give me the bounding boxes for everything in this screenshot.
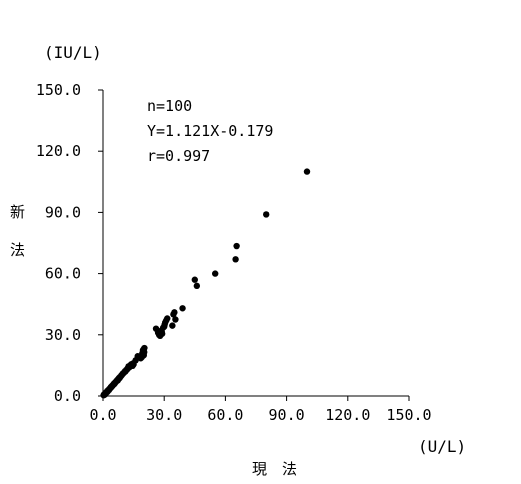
data-point	[232, 256, 239, 263]
x-axis-title: 現 法	[252, 460, 297, 478]
y-axis-title-char-2: 法	[10, 241, 25, 259]
x-tick-label: 90.0	[269, 406, 305, 424]
y-tick-label: 120.0	[36, 142, 81, 160]
data-point	[129, 360, 137, 367]
data-point	[158, 328, 165, 335]
data-point	[172, 316, 179, 323]
x-tick-label: 150.0	[386, 406, 431, 424]
data-point	[233, 242, 240, 250]
data-point	[114, 377, 121, 384]
data-point	[212, 270, 219, 277]
y-tick-label: 60.0	[45, 265, 81, 283]
data-point	[161, 321, 168, 328]
x-tick-label: 0.0	[89, 406, 116, 424]
data-point	[193, 282, 201, 290]
x-axis-ticks: 0.0 30.0 60.0 90.0 120.0 150.0	[89, 396, 432, 424]
data-points	[100, 168, 311, 399]
data-point	[141, 348, 148, 356]
x-tick-label: 120.0	[325, 406, 370, 424]
data-point	[164, 315, 171, 322]
x-tick-label: 30.0	[146, 406, 182, 424]
data-point	[137, 355, 144, 362]
data-point	[191, 276, 198, 283]
y-axis-title-char-1: 新	[10, 203, 25, 221]
y-tick-label: 0.0	[54, 387, 81, 405]
data-point	[169, 322, 176, 329]
y-axis-ticks: 0.0 30.0 60.0 90.0 120.0 150.0	[36, 81, 103, 405]
annotation-n: n=100	[147, 97, 192, 115]
x-unit-label: (U/L)	[418, 437, 466, 456]
x-tick-label: 60.0	[207, 406, 243, 424]
data-point	[171, 309, 178, 316]
y-tick-label: 150.0	[36, 81, 81, 99]
y-unit-label: (IU/L)	[44, 43, 102, 62]
y-tick-label: 30.0	[45, 326, 81, 344]
annotation-r: r=0.997	[147, 147, 210, 165]
data-point	[263, 211, 270, 218]
data-point	[179, 305, 186, 312]
data-point	[303, 168, 311, 175]
annotation-equation: Y=1.121X-0.179	[147, 122, 273, 140]
y-tick-label: 90.0	[45, 203, 81, 221]
